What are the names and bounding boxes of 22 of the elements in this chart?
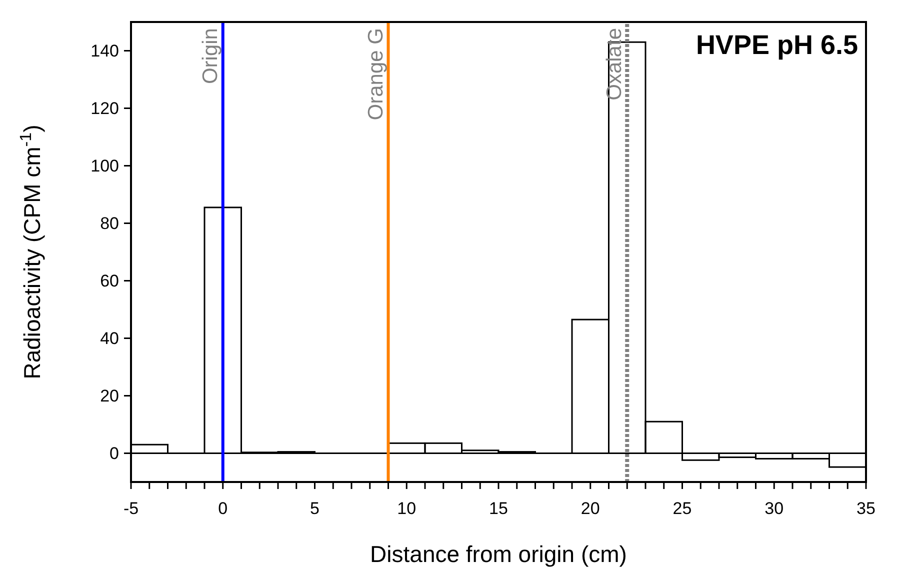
- x-tick-label: 0: [218, 499, 228, 518]
- x-axis-title: Distance from origin (cm): [370, 541, 627, 567]
- y-tick-label: 20: [100, 386, 119, 406]
- y-tick-label: 0: [110, 444, 119, 464]
- x-tick-label: 15: [489, 499, 508, 518]
- y-tick-label: 120: [90, 99, 119, 118]
- y-tick-label: 60: [100, 272, 119, 291]
- x-tick-label: 20: [580, 499, 600, 518]
- x-tick-label: 5: [310, 499, 320, 518]
- y-tick-label: 100: [90, 156, 119, 176]
- x-tick-label: 30: [764, 499, 784, 518]
- x-tick-label: 10: [397, 499, 416, 518]
- x-tick-label: 25: [672, 499, 692, 518]
- ref-line-label: Origin: [198, 28, 222, 84]
- x-tick-label: -5: [123, 499, 139, 518]
- chart-title: HVPE pH 6.5: [696, 30, 858, 60]
- y-tick-label: 40: [100, 329, 119, 348]
- x-tick-label: 35: [856, 499, 876, 518]
- y-tick-label: 140: [90, 42, 119, 61]
- y-tick-label: 80: [100, 214, 119, 234]
- ref-line-label: Oxalate: [603, 28, 626, 100]
- ref-line-label: Orange G: [364, 28, 388, 120]
